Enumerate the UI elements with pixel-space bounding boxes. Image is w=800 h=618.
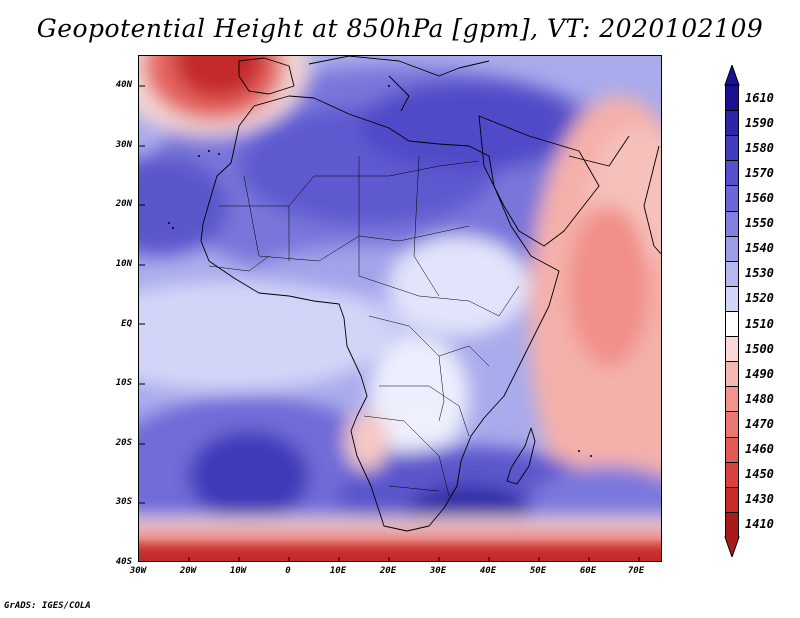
lat-label-40n: 40N: [115, 80, 132, 90]
colorbar-swatch: [725, 411, 739, 438]
colorbar-swatch: [725, 285, 739, 312]
colorbar-swatch: [725, 210, 739, 237]
colorbar-label: 1490: [745, 366, 774, 381]
country-borders: [208, 155, 520, 497]
colorbar-label: 1570: [745, 165, 774, 180]
lat-label-eq: EQ: [121, 319, 132, 329]
geopotential-field-map: [139, 56, 661, 561]
colorbar-swatch: [725, 461, 739, 488]
map-ticks: [139, 85, 640, 561]
colorbar-swatch: [725, 386, 739, 413]
colorbar-swatch: [725, 311, 739, 338]
colorbar-swatch: [725, 361, 739, 388]
colorbar-label: 1470: [745, 417, 774, 431]
colorbar-label: 1520: [745, 291, 774, 306]
lon-label-50e: 50E: [529, 566, 547, 576]
colorbar-label: 1510: [745, 316, 774, 331]
lon-label-20w: 20W: [179, 566, 197, 576]
colorbar-swatch: [725, 511, 739, 538]
coastline-outline: [200, 56, 661, 532]
colorbar-label: 1610: [745, 90, 774, 105]
lon-label-30w: 30W: [129, 566, 147, 576]
colorbar-swatch: [725, 160, 739, 187]
colorbar-swatch: [725, 85, 739, 112]
colorbar-label: 1450: [745, 467, 774, 482]
colorbar-bottom-arrow: [724, 536, 740, 557]
colorbar-swatch: [725, 336, 739, 363]
colorbar-label: 1460: [745, 442, 774, 457]
colorbar-swatch: [725, 110, 739, 137]
lon-label-0: 0: [285, 566, 291, 576]
colorbar-top-arrow: [724, 65, 740, 86]
colorbar-swatch: [725, 260, 739, 287]
lon-label-40e: 40E: [479, 566, 497, 576]
colorbar-swatch: [725, 486, 739, 513]
lat-label-30n: 30N: [115, 140, 132, 150]
grads-credit: GrADS: IGES/COLA: [4, 601, 91, 611]
colorbar-label: 1590: [745, 115, 774, 130]
colorbar-label: 1550: [745, 216, 774, 231]
lat-label-40s: 40S: [115, 557, 132, 567]
colorbar-label: 1410: [745, 517, 774, 532]
colorbar-label: 1580: [745, 140, 774, 155]
lat-label-20n: 20N: [115, 199, 132, 209]
lon-label-60e: 60E: [579, 566, 597, 576]
lon-label-10e: 10E: [329, 566, 347, 576]
colorbar-label: 1430: [745, 492, 774, 507]
lon-label-70e: 70E: [627, 566, 645, 576]
colorbar-label: 1540: [745, 241, 774, 256]
island-dots: [168, 85, 592, 457]
colorbar-label: 1480: [745, 391, 774, 406]
lat-label-10s: 10S: [115, 378, 132, 388]
lat-label-10n: 10N: [115, 259, 132, 269]
lat-label-20s: 20S: [115, 438, 132, 448]
colorbar-label: 1500: [745, 341, 774, 356]
colorbar: 1610 1590 1580 1570 1560 1550 1540 1530 1520 1510…: [723, 65, 793, 557]
lon-label-30e: 30E: [429, 566, 447, 576]
colorbar-swatch: [725, 185, 739, 212]
colorbar-swatch: [725, 235, 739, 262]
map-plot-area: [138, 55, 662, 562]
colorbar-swatch: [725, 436, 739, 463]
lat-label-30s: 30S: [115, 497, 132, 507]
colorbar-swatch: [725, 135, 739, 162]
colorbar-label: 1560: [745, 191, 774, 205]
map-title: Geopotential Height at 850hPa [gpm], VT:…: [36, 14, 764, 43]
colorbar-label: 1530: [745, 266, 774, 281]
height-field-fill: [139, 56, 661, 561]
lon-label-20e: 20E: [379, 566, 397, 576]
lon-label-10w: 10W: [229, 566, 247, 576]
